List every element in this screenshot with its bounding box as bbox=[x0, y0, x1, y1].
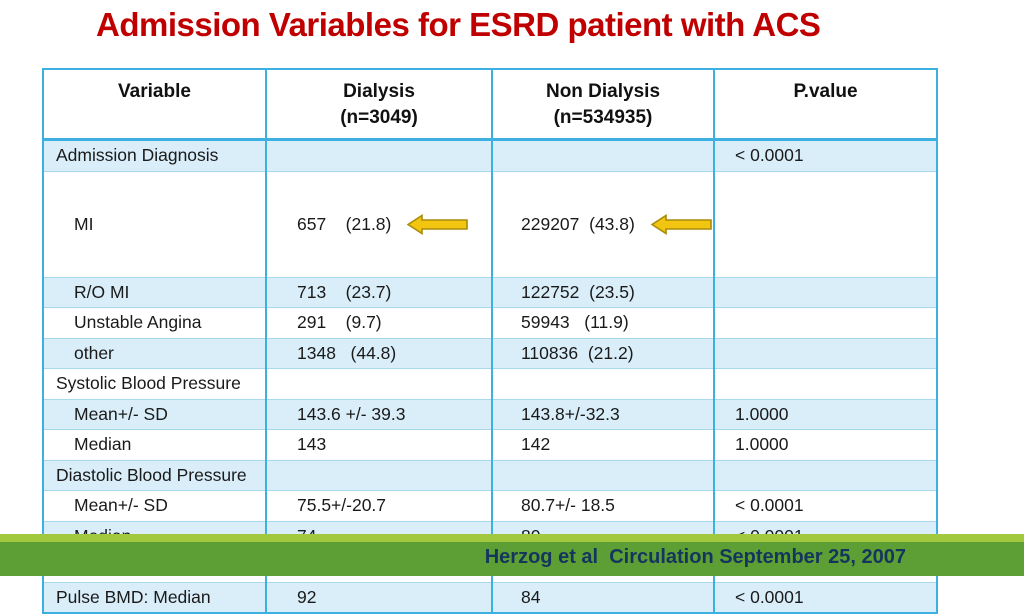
footer-bar bbox=[0, 542, 1024, 576]
header-variable: Variable bbox=[42, 69, 267, 141]
cell-dialysis: 143 bbox=[265, 429, 493, 461]
cell-variable: other bbox=[42, 337, 267, 369]
table-row: Systolic Blood Pressure bbox=[42, 368, 938, 400]
cell-pvalue bbox=[713, 170, 938, 278]
cell-variable: Unstable Angina bbox=[42, 307, 267, 339]
cell-dialysis: 1348 (44.8) bbox=[265, 337, 493, 369]
cell-pvalue: < 0.0001 bbox=[713, 581, 938, 614]
cell-non-dialysis bbox=[491, 368, 715, 400]
cell-non-dialysis: 122752 (23.5) bbox=[491, 276, 715, 308]
cell-dialysis bbox=[265, 139, 493, 172]
highlight-arrow-icon bbox=[407, 213, 469, 235]
cell-pvalue: < 0.0001 bbox=[713, 490, 938, 522]
cell-variable: Mean+/- SD bbox=[42, 398, 267, 430]
cell-pvalue bbox=[713, 459, 938, 491]
dialysis-value: 657 (21.8) bbox=[297, 213, 392, 234]
table-row: other 1348 (44.8) 110836 (21.2) bbox=[42, 337, 938, 369]
table-row: Pulse BMD: Median 92 84 < 0.0001 bbox=[42, 581, 938, 614]
cell-non-dialysis: 84 bbox=[491, 581, 715, 614]
cell-dialysis: 291 (9.7) bbox=[265, 307, 493, 339]
table-row: Admission Diagnosis < 0.0001 bbox=[42, 139, 938, 172]
cell-dialysis: 657 (21.8) bbox=[265, 170, 493, 278]
cell-variable: Admission Diagnosis bbox=[42, 139, 267, 172]
cell-variable: Diastolic Blood Pressure bbox=[42, 459, 267, 491]
table-row: Mean+/- SD 75.5+/-20.7 80.7+/- 18.5 < 0.… bbox=[42, 490, 938, 522]
cell-variable: Pulse BMD: Median bbox=[42, 581, 267, 614]
non-dialysis-value: 229207 (43.8) bbox=[521, 213, 635, 234]
cell-pvalue bbox=[713, 368, 938, 400]
cell-variable: MI bbox=[42, 170, 267, 278]
header-non-dialysis: Non Dialysis (n=534935) bbox=[491, 69, 715, 141]
cell-dialysis bbox=[265, 368, 493, 400]
citation-text: Herzog et al Circulation September 25, 2… bbox=[484, 546, 906, 568]
table-row: Median 143 142 1.0000 bbox=[42, 429, 938, 461]
cell-non-dialysis: 80.7+/- 18.5 bbox=[491, 490, 715, 522]
table-header-row: Variable Dialysis (n=3049) Non Dialysis … bbox=[42, 69, 938, 141]
highlight-arrow-icon bbox=[650, 213, 712, 235]
cell-variable: R/O MI bbox=[42, 276, 267, 308]
table-row: Mean+/- SD 143.6 +/- 39.3 143.8+/-32.3 1… bbox=[42, 398, 938, 430]
data-table-container: Variable Dialysis (n=3049) Non Dialysis … bbox=[42, 68, 938, 614]
cell-pvalue: < 0.0001 bbox=[713, 139, 938, 172]
cell-non-dialysis bbox=[491, 459, 715, 491]
table-row: R/O MI 713 (23.7) 122752 (23.5) bbox=[42, 276, 938, 308]
cell-non-dialysis: 59943 (11.9) bbox=[491, 307, 715, 339]
header-variable-label: Variable bbox=[118, 81, 191, 102]
cell-dialysis: 92 bbox=[265, 581, 493, 614]
cell-dialysis: 713 (23.7) bbox=[265, 276, 493, 308]
header-dialysis-sub: (n=3049) bbox=[340, 106, 418, 128]
cell-non-dialysis: 229207 (43.8) bbox=[491, 170, 715, 278]
cell-variable: Mean+/- SD bbox=[42, 490, 267, 522]
cell-non-dialysis: 143.8+/-32.3 bbox=[491, 398, 715, 430]
cell-dialysis: 143.6 +/- 39.3 bbox=[265, 398, 493, 430]
cell-non-dialysis bbox=[491, 139, 715, 172]
admission-variables-table: Variable Dialysis (n=3049) Non Dialysis … bbox=[42, 68, 938, 614]
slide-title: Admission Variables for ESRD patient wit… bbox=[96, 6, 821, 43]
cell-non-dialysis: 142 bbox=[491, 429, 715, 461]
cell-variable: Median bbox=[42, 429, 267, 461]
table-row: Unstable Angina 291 (9.7) 59943 (11.9) bbox=[42, 307, 938, 339]
cell-pvalue bbox=[713, 337, 938, 369]
cell-pvalue: 1.0000 bbox=[713, 398, 938, 430]
cell-non-dialysis: 110836 (21.2) bbox=[491, 337, 715, 369]
header-pvalue-label: P.value bbox=[793, 81, 858, 102]
cell-variable: Systolic Blood Pressure bbox=[42, 368, 267, 400]
header-non-dialysis-sub: (n=534935) bbox=[553, 106, 653, 128]
cell-pvalue bbox=[713, 307, 938, 339]
cell-pvalue bbox=[713, 276, 938, 308]
cell-pvalue: 1.0000 bbox=[713, 429, 938, 461]
header-non-dialysis-label: Non Dialysis bbox=[545, 81, 661, 102]
cell-dialysis: 75.5+/-20.7 bbox=[265, 490, 493, 522]
header-pvalue: P.value bbox=[713, 69, 938, 141]
header-dialysis: Dialysis (n=3049) bbox=[265, 69, 493, 141]
header-dialysis-label: Dialysis bbox=[343, 81, 415, 102]
table-row: Diastolic Blood Pressure bbox=[42, 459, 938, 491]
table-row: MI 657 (21.8) 229207 (43.8) bbox=[42, 170, 938, 278]
cell-dialysis bbox=[265, 459, 493, 491]
footer-accent-stripe bbox=[0, 534, 1024, 542]
